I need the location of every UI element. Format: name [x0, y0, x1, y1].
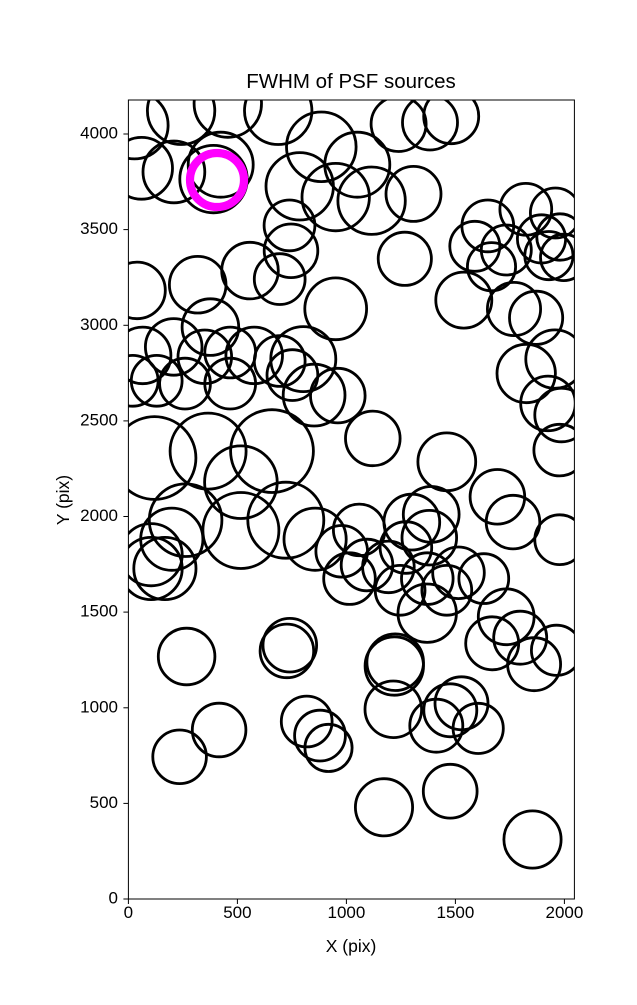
svg-text:2000: 2000 — [80, 506, 118, 525]
svg-text:1000: 1000 — [327, 903, 365, 922]
svg-text:0: 0 — [109, 889, 118, 908]
svg-text:4000: 4000 — [80, 124, 118, 143]
svg-text:2000: 2000 — [545, 903, 583, 922]
svg-text:1500: 1500 — [436, 903, 474, 922]
svg-text:Y (pix): Y (pix) — [53, 475, 73, 525]
svg-text:500: 500 — [90, 793, 118, 812]
svg-text:FWHM of PSF sources: FWHM of PSF sources — [246, 70, 456, 93]
svg-text:1000: 1000 — [80, 697, 118, 716]
svg-text:3000: 3000 — [80, 315, 118, 334]
svg-text:2500: 2500 — [80, 410, 118, 429]
svg-text:X (pix): X (pix) — [326, 936, 377, 956]
svg-text:1500: 1500 — [80, 602, 118, 621]
svg-text:0: 0 — [124, 903, 133, 922]
svg-text:3500: 3500 — [80, 219, 118, 238]
svg-text:500: 500 — [223, 903, 251, 922]
